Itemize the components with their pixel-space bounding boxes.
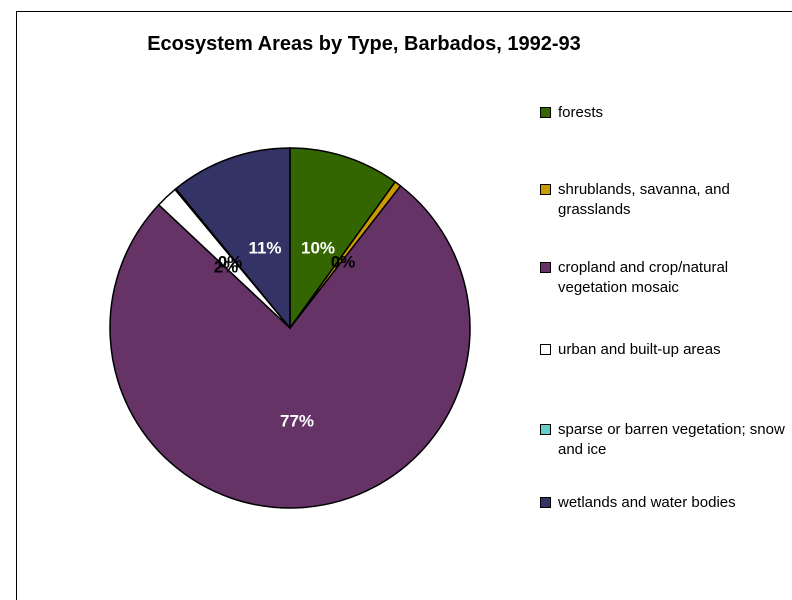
pie-slice-wetlands (174, 147, 291, 331)
legend-label: wetlands and water bodies (558, 494, 736, 511)
legend-label: urban and built-up areas (558, 341, 721, 358)
legend-swatch (540, 497, 551, 508)
legend-swatch (540, 107, 551, 118)
pie-slice-forests (289, 147, 397, 331)
chart-title: Ecosystem Areas by Type, Barbados, 1992-… (147, 33, 581, 55)
legend-label: forests (558, 104, 604, 121)
pie-chart: 10%0%77%2%0%11% (109, 147, 471, 509)
legend-swatch (540, 344, 551, 355)
legend-label: sparse or barren vegetation; snow and ic… (558, 421, 785, 458)
pie-data-label: 0% (218, 252, 243, 271)
legend-swatch (540, 424, 551, 435)
legend-swatch (540, 184, 551, 195)
pie-data-label: 11% (248, 238, 281, 257)
pie-data-label: 77% (280, 411, 314, 430)
legend-label: cropland and crop/natural vegetation mos… (558, 259, 729, 296)
pie-slice-cropland (109, 184, 471, 509)
pie-data-label: 0% (331, 252, 356, 271)
pie-data-label: 10% (301, 238, 335, 257)
chart-frame (16, 11, 792, 600)
legend-swatch (540, 262, 551, 273)
legend-label: shrublands, savanna, and grasslands (558, 181, 730, 218)
pie-data-label: 2% (214, 257, 239, 276)
legend: forests shrublands, savanna, and grasslan… (540, 0, 792, 600)
